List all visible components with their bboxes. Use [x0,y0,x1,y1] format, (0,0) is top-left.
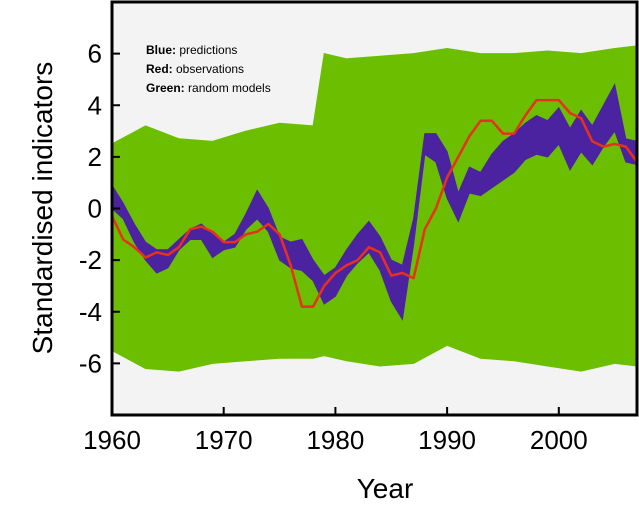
y-tick-label: 2 [88,142,102,172]
x-tick-label: 1990 [418,425,476,455]
y-axis: -6 -4 -2 0 2 4 6 [79,39,120,378]
predictions-group [112,83,637,321]
legend: Blue: predictions Red: observations Gree… [146,43,271,95]
legend-entry-random-models: Green: random models [146,81,271,95]
legend-key-predictions: Blue: [146,43,176,57]
legend-key-observations: Red: [146,62,173,76]
x-axis: 1960 1970 1980 1990 2000 [83,407,588,455]
y-tick-label: -2 [79,245,102,275]
x-tick-label: 1980 [306,425,364,455]
x-axis-title: Year [357,473,414,504]
legend-entry-predictions: Blue: predictions [146,43,237,57]
y-tick-label: 0 [88,194,102,224]
observations-line [112,98,637,308]
y-tick-label: 4 [88,90,102,120]
predictions-band [112,83,637,321]
legend-label-observations: observations [173,62,244,76]
observations-group [112,98,637,308]
legend-entry-observations: Red: observations [146,62,244,76]
x-tick-label: 1970 [195,425,253,455]
y-axis-title: Standardised indicators [27,62,58,355]
random-models-band-group [112,45,637,372]
y-tick-label: -4 [79,297,102,327]
legend-label-random-models: random models [185,81,271,95]
y-tick-label: 6 [88,39,102,69]
x-tick-label: 2000 [530,425,588,455]
y-tick-label: -6 [79,348,102,378]
random-models-band [112,45,637,372]
legend-key-random-models: Green: [146,81,185,95]
legend-label-predictions: predictions [176,43,237,57]
x-tick-label: 1960 [83,425,141,455]
